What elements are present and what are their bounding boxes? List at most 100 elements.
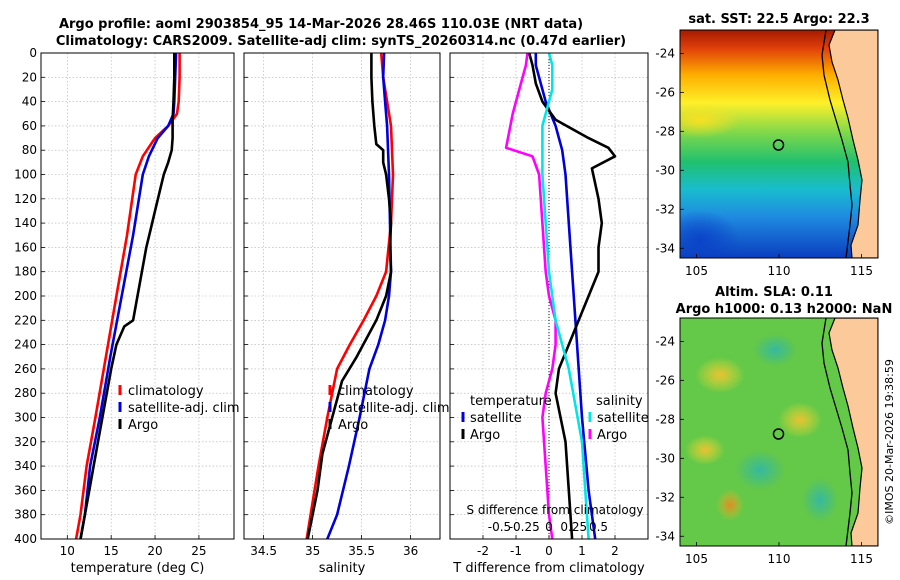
temperature-legend-label: satellite-adj. clim [128, 401, 240, 416]
depth-tick-label: 120 [14, 192, 37, 206]
temperature-frame [40, 52, 235, 540]
depth-tick-label: 300 [14, 411, 37, 425]
depth-tick-label: 280 [14, 386, 37, 400]
top-xlabel: S difference from climatology [467, 503, 644, 517]
salinity-xtick-label: 36 [403, 544, 418, 558]
depth-tick-label: 100 [14, 168, 37, 182]
differences-xtick-label: -2 [477, 544, 489, 558]
depth-tick-label: 0 [29, 46, 37, 60]
sst-map-ytick-label: -30 [655, 163, 675, 177]
sst-map-ytick-label: -24 [655, 46, 675, 60]
figure-title-line2: Climatology: CARS2009. Satellite-adj cli… [56, 34, 626, 49]
salinity-xtick-label: 34.5 [250, 544, 277, 558]
depth-tick-label: 40 [22, 95, 37, 109]
temperature-xtick-label: 15 [104, 544, 119, 558]
differences-series-satellite-temperature [534, 53, 597, 540]
sst-map-ytick-label: -32 [655, 202, 675, 216]
sla-map-xtick-label: 115 [850, 552, 873, 566]
depth-tick-label: 260 [14, 362, 37, 376]
sla-anomaly-cyan-1 [753, 334, 797, 366]
differences-xlabel: T difference from climatology [452, 561, 645, 576]
sla-anomaly-yellow-3 [685, 435, 725, 465]
differences-series-argo-salinity [504, 52, 557, 540]
sst-argo-marker [772, 139, 785, 151]
sla-map-xtick-label: 105 [685, 552, 708, 566]
temperature-legend-label: climatology [128, 384, 204, 399]
sst-cold-patch [680, 210, 740, 258]
sst-map-panel: sat. SST: 22.5 Argo: 22.3 105 110 115 -24 -2… [655, 12, 879, 278]
depth-tick-label: 140 [14, 216, 37, 230]
sst-map-ytick-label: -34 [655, 241, 675, 255]
sla-anomaly-yellow-2 [778, 402, 822, 438]
sla-map-ytick-label: -34 [655, 529, 675, 543]
salinity-xtick-label: 35.5 [348, 544, 375, 558]
depth-tick-label: 220 [14, 313, 37, 327]
sla-map-ytick-label: -26 [655, 373, 675, 387]
differences-xtick-label: 0 [545, 544, 553, 558]
top-xtick-label: -0.25 [509, 520, 540, 534]
temperature-xtick-label: 10 [60, 544, 75, 558]
diff-legend-label: satellite [470, 411, 522, 426]
depth-tick-label: 340 [14, 459, 37, 473]
differences-xtick-label: -1 [510, 544, 522, 558]
top-xtick-label: 0 [545, 520, 553, 534]
depth-tick-label: 320 [14, 435, 37, 449]
sla-map-title: Altim. SLA: 0.11 [715, 285, 833, 300]
depth-tick-label: 160 [14, 240, 37, 254]
temperature-legend-label: Argo [128, 418, 158, 433]
salinity-legend-label: Argo [338, 418, 368, 433]
top-xtick-label: -0.5 [488, 520, 511, 534]
sla-anomaly-cyan-3 [802, 478, 838, 522]
depth-tick-label: 400 [14, 532, 37, 546]
figure-title-line1: Argo profile: aoml 2903854_95 14-Mar-202… [59, 17, 583, 32]
sla-map-subtitle: Argo h1000: 0.13 h2000: NaN [676, 302, 893, 317]
depth-tick-label: 360 [14, 483, 37, 497]
depth-tick-label: 240 [14, 338, 37, 352]
salinity-legend-label: satellite-adj. clim [338, 401, 450, 416]
salinity-series-satellite-adj-clim [326, 52, 393, 540]
salinity-xlabel: salinity [319, 561, 366, 576]
temperature-xlabel: temperature (deg C) [71, 561, 205, 576]
sst-map-ytick-label: -26 [655, 85, 675, 99]
top-xtick-label: 0.5 [589, 520, 608, 534]
salinity-frame [243, 52, 441, 540]
sst-map-xtick-label: 105 [685, 264, 708, 278]
salinity-series-climatology [305, 52, 395, 540]
sla-anomaly-orange [716, 489, 744, 521]
temperature-series-climatology [74, 53, 181, 540]
differences-xtick-label: 1 [578, 544, 586, 558]
temperature-xtick-label: 25 [191, 544, 206, 558]
sst-map-xtick-label: 115 [850, 264, 873, 278]
sst-map-title: sat. SST: 22.5 Argo: 22.3 [688, 12, 869, 27]
depth-tick-label: 380 [14, 508, 37, 522]
diff-legend-title-temperature: temperature [470, 394, 552, 409]
sla-map-ytick-label: -32 [655, 490, 675, 504]
sst-map-ytick-label: -28 [655, 124, 675, 138]
sla-argo-marker [772, 428, 785, 440]
sla-land [828, 318, 878, 546]
salinity-xtick-label: 35 [305, 544, 320, 558]
diff-legend-title-salinity: salinity [596, 394, 643, 409]
depth-tick-label: 60 [22, 119, 37, 133]
differences-xtick-label: 2 [611, 544, 619, 558]
temperature-series-argo [79, 53, 176, 540]
sst-shelf-contour [821, 30, 853, 258]
depth-tick-label: 80 [22, 143, 37, 157]
sla-map-ytick-label: -28 [655, 412, 675, 426]
imos-stamp: ©IMOS 20-Mar-2026 19:38:59 [883, 359, 896, 525]
sla-map-panel: Altim. SLA: 0.11 Argo h1000: 0.13 h2000:… [655, 285, 892, 566]
sla-map-ytick-label: -30 [655, 451, 675, 465]
salinity-panel: 34.5 35 35.5 36 salinity climatology satellite… [243, 52, 450, 576]
diff-legend-label: Argo [470, 428, 500, 443]
depth-tick-label: 20 [22, 70, 37, 84]
differences-frame [449, 52, 649, 540]
sla-map-xtick-label: 110 [768, 552, 791, 566]
temperature-panel: 0 20 40 60 80 100 120 140 160 180 200 220 240 260 280 3… [14, 46, 240, 576]
difference-panel: -2 -1 0 1 2 T difference from climatology S di… [449, 52, 649, 576]
salinity-legend-label: climatology [338, 384, 414, 399]
diff-legend-label: satellite [597, 411, 649, 426]
top-xtick-label: 0.25 [560, 520, 587, 534]
sst-land [828, 30, 878, 258]
sla-anomaly-cyan-2 [735, 450, 785, 490]
